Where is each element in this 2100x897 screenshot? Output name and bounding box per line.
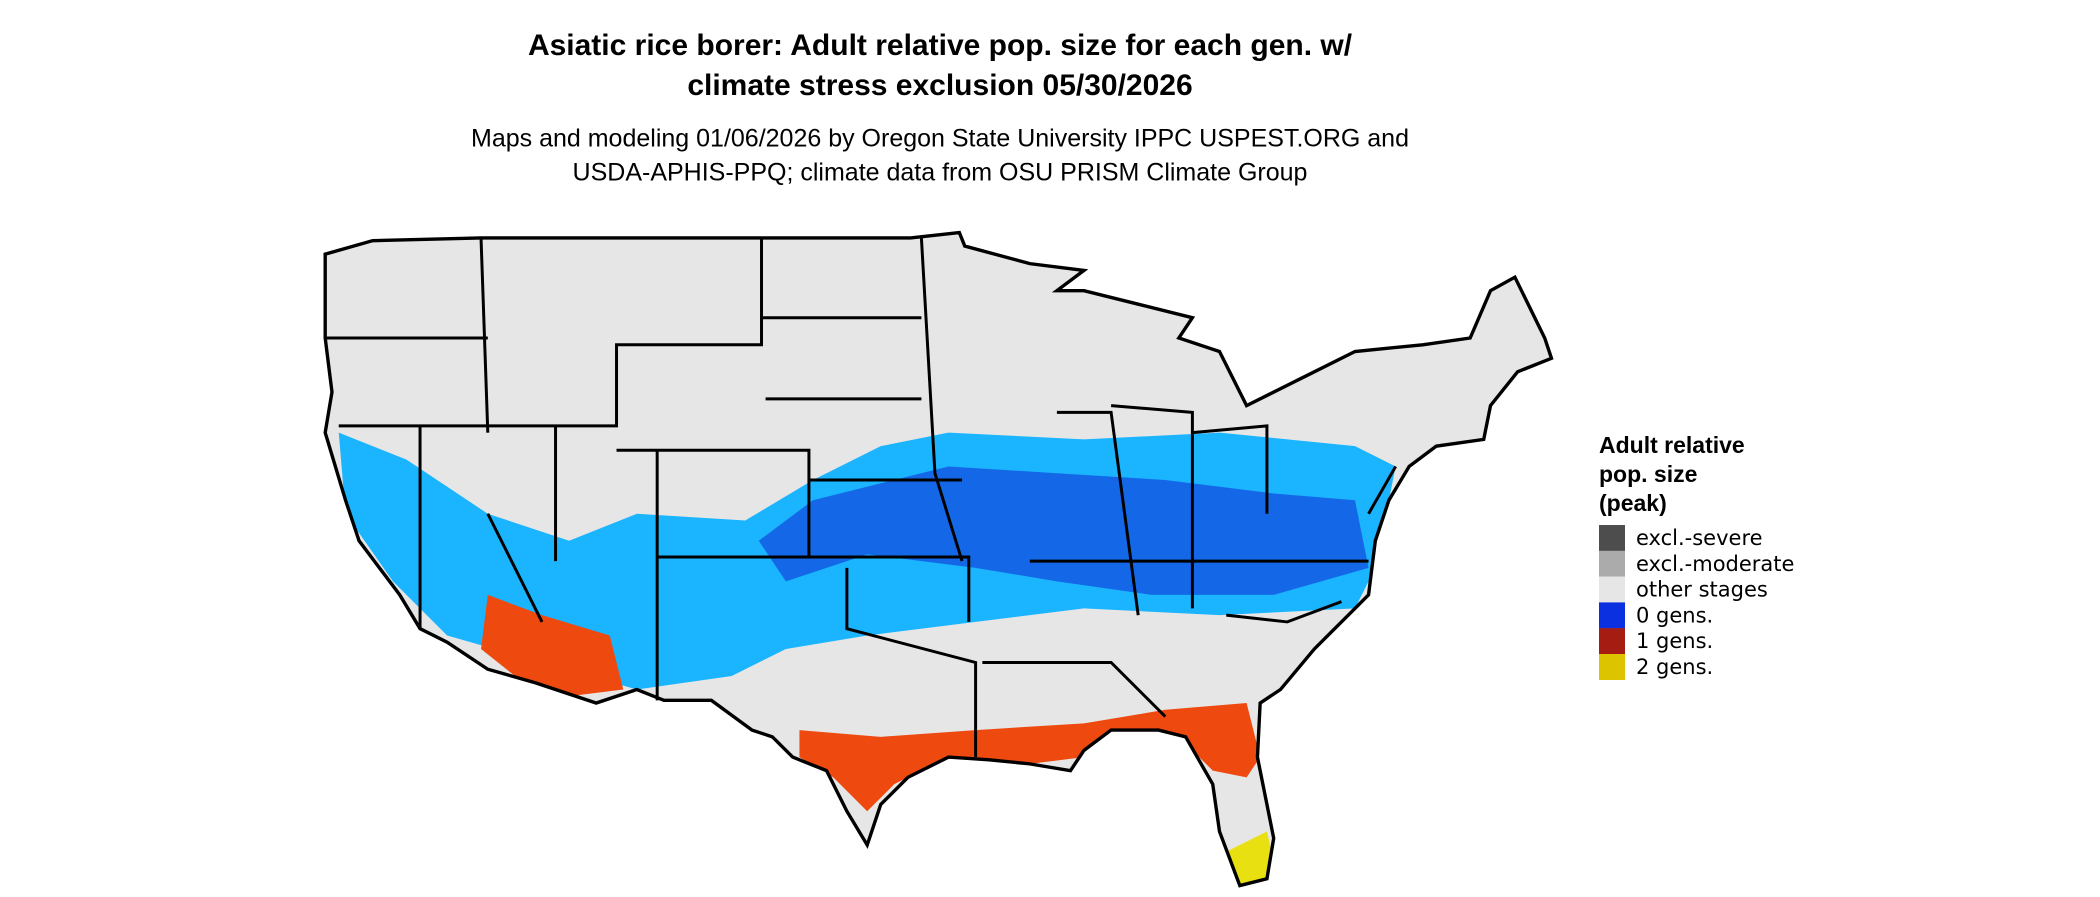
subtitle: Maps and modeling 01/06/2026 by Oregon S… (471, 125, 1409, 153)
legend-swatch (1599, 525, 1625, 551)
legend-title: pop. size (1599, 461, 1697, 487)
region-orange (481, 594, 624, 697)
legend-label: excl.-severe (1636, 526, 1763, 550)
legend-swatch (1599, 628, 1625, 655)
legend-swatch (1599, 550, 1625, 577)
title: Asiatic rice borer: Adult relative pop. … (528, 29, 1353, 62)
map (323, 230, 1554, 888)
legend-label: 1 gens. (1636, 629, 1713, 653)
legend-swatch (1599, 576, 1625, 603)
state-borders (325, 237, 1397, 758)
title: climate stress exclusion 05/30/2026 (687, 69, 1192, 102)
legend-swatch (1599, 654, 1625, 680)
legend-label: 0 gens. (1636, 603, 1713, 627)
legend: Adult relative pop. size (peak) excl.-sever… (1599, 432, 1794, 680)
legend-label: excl.-moderate (1636, 552, 1794, 576)
legend-title: Adult relative (1599, 432, 1745, 458)
subtitle: USDA-APHIS-PPQ; climate data from OSU PR… (573, 159, 1308, 187)
legend-swatch (1599, 602, 1625, 629)
legend-label: other stages (1636, 578, 1768, 602)
legend-label: 2 gens. (1636, 655, 1713, 679)
legend-title: (peak) (1599, 490, 1667, 516)
region-dark-blue (758, 466, 1369, 595)
national-border (323, 230, 1554, 888)
